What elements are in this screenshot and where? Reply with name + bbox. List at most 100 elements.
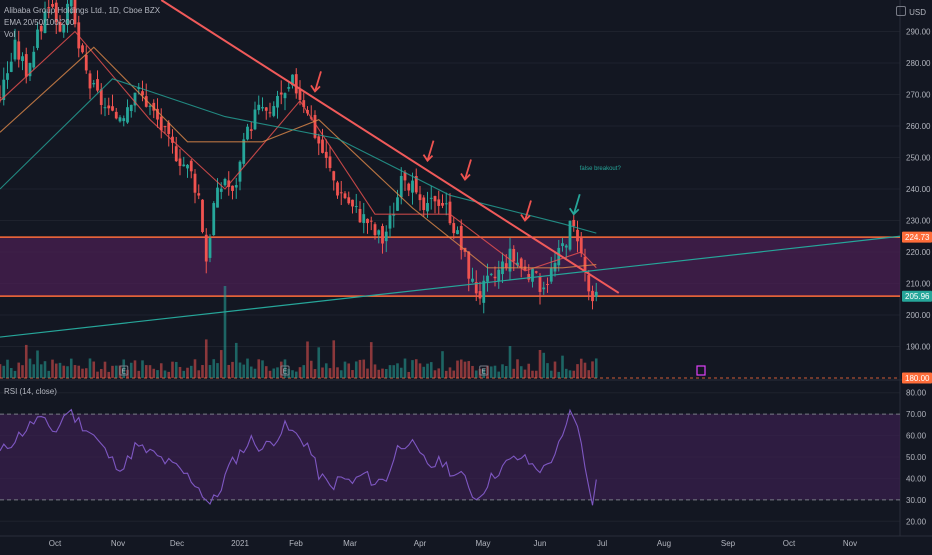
candle [351, 199, 354, 214]
candle-body [512, 248, 516, 262]
volume-bar [313, 369, 317, 378]
candle [189, 159, 193, 179]
candle-body [182, 164, 186, 167]
candle [159, 108, 163, 139]
candle-body [212, 203, 216, 236]
candle-body [362, 214, 366, 224]
volume-bar [489, 366, 493, 378]
volume-bar [219, 350, 223, 378]
time-tick-label: Feb [289, 539, 303, 548]
candle [182, 156, 186, 167]
candle-body [414, 176, 418, 193]
volume-bar [276, 367, 279, 378]
volume-bar [249, 366, 253, 378]
price-tick-label: 290.00 [906, 28, 931, 37]
candle-body [69, 0, 73, 7]
volume-bar [159, 363, 163, 378]
rsi-line [0, 408, 597, 506]
candle [321, 128, 324, 154]
candle-body [6, 73, 9, 80]
volume-bar [51, 359, 54, 378]
candle-body [178, 158, 182, 166]
earnings-marker: E [119, 365, 129, 376]
earnings-icon: E [481, 369, 486, 376]
candle [163, 125, 167, 134]
rsi-title: RSI (14, close) [4, 387, 57, 396]
candle [9, 52, 13, 73]
earnings-icon: E [121, 369, 126, 376]
candle-body [486, 275, 489, 282]
candle [2, 67, 6, 106]
candle-body [73, 0, 77, 25]
price-tick-label: 270.00 [906, 91, 931, 100]
volume-bar [24, 344, 28, 378]
ema-line-3 [0, 78, 597, 234]
candle-body [193, 173, 197, 193]
candle [339, 180, 343, 206]
candle-body [381, 226, 384, 244]
volume-bar [58, 362, 62, 378]
candle [572, 214, 576, 232]
legend-ema: EMA 20/50/100/200 [4, 18, 75, 27]
volume-bar [253, 368, 257, 378]
price-axis: 190.00 200.00 210.00 220.00 230.00 240.00 250.… [902, 28, 932, 384]
volume-bar [129, 362, 133, 378]
candle [122, 115, 126, 127]
volume-bar [426, 363, 429, 378]
volume-bar [302, 365, 306, 378]
candle-body [118, 117, 122, 122]
candle-body [332, 171, 336, 181]
candle [328, 145, 332, 172]
candle [264, 106, 268, 120]
volume-bar [482, 369, 486, 378]
volume-bar [523, 369, 527, 378]
price-tick-label: 220.00 [906, 248, 931, 257]
event-marker-icon [696, 365, 706, 376]
candle [426, 191, 429, 218]
candle-body [279, 92, 283, 95]
volume-bar [594, 358, 598, 378]
candle [32, 46, 36, 70]
candle-body [21, 56, 24, 62]
volume-bar [343, 361, 347, 378]
volume-bar [107, 371, 111, 378]
volume-bar [512, 368, 516, 378]
volume-bar [13, 370, 17, 378]
candle-body [242, 139, 246, 164]
volume-bar [467, 361, 471, 378]
candle [0, 85, 2, 103]
candle [227, 171, 231, 196]
candle-body [58, 21, 62, 32]
volume-bar [527, 363, 531, 378]
candle [459, 219, 463, 260]
candle-body [43, 11, 47, 33]
volume-bar [137, 370, 141, 378]
volume-bar [62, 365, 66, 378]
currency-badge[interactable]: USD [896, 6, 926, 17]
volume-bar [21, 365, 24, 378]
candle [156, 98, 159, 128]
volume-bar [403, 358, 407, 378]
legend-vol: Vol [4, 30, 16, 39]
volume-bar [591, 361, 594, 378]
volume-bar [223, 286, 227, 378]
candle-body [0, 97, 2, 99]
candle-body [257, 104, 261, 111]
candle-body [433, 196, 437, 202]
volume-bar [111, 365, 114, 378]
time-tick-label: Jul [597, 539, 607, 548]
candle-body [392, 214, 396, 216]
candle [249, 122, 253, 139]
arrow-shaft [524, 200, 532, 221]
time-axis: Oct Nov Dec 2021 Feb Mar Apr May Jun Jul Aug Sep Oct… [49, 539, 857, 548]
price-tag-bg [902, 231, 932, 243]
candle [594, 282, 598, 302]
candle [234, 177, 238, 199]
candle [272, 101, 276, 118]
volume-bar [231, 361, 234, 378]
candle [141, 80, 144, 102]
candle [527, 264, 531, 283]
volume-bar [328, 368, 332, 378]
